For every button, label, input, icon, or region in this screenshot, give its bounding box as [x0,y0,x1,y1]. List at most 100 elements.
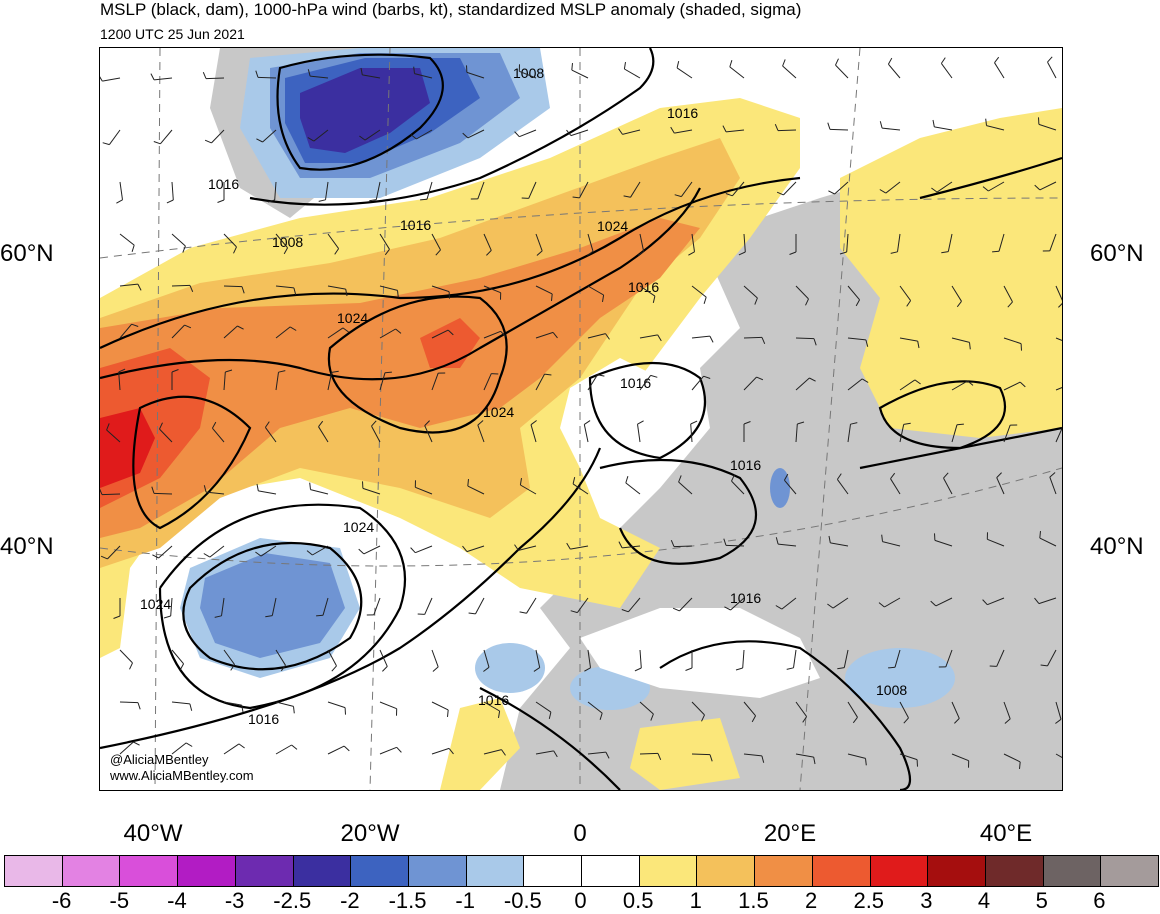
wind-barb-flag [704,297,706,304]
wind-barb [415,546,432,553]
colorbar-label: 2 [805,888,817,914]
lat-label-left: 40°N [0,533,54,561]
colorbar-label: -1 [455,888,475,914]
wind-barb [726,545,744,546]
colorbar-cell [1044,856,1102,886]
wind-barb-flag [957,424,964,425]
wind-barb [160,130,172,144]
wind-barb [691,424,692,442]
colorbar-label: -5 [110,888,130,914]
wind-barb-flag [469,613,476,614]
wind-barb-flag [190,704,192,711]
wind-barb [328,746,344,754]
wind-barb [120,234,134,245]
colorbar-cell [928,856,986,886]
wind-barb [102,494,120,495]
colorbar-cell [467,856,525,886]
colorbar-label: 0 [574,888,586,914]
wind-barb-flag [382,666,387,671]
wind-barb-flag [888,667,895,668]
isobar-label: 1008 [513,65,544,81]
wind-barb-flag [204,554,210,558]
lat-label-right: 40°N [1090,533,1144,561]
colorbar-label: 4 [978,888,990,914]
wind-barb [224,744,239,754]
wind-barb [640,753,658,754]
isobar-label: 1024 [597,218,628,234]
wind-barb [276,745,292,754]
colorbar-label: -2 [340,888,360,914]
isobar-label: 1016 [400,217,431,233]
colorbar-cell [697,856,755,886]
wind-barb-flag [1048,57,1053,62]
isobar-label: 1016 [478,692,509,708]
wind-barb [778,130,796,131]
wind-barb [796,338,814,339]
colorbar-cell [120,856,178,886]
wind-barb-flag [836,59,839,65]
wind-barb [432,650,438,667]
wind-barb-flag [167,200,173,203]
colorbar-cell [63,856,121,886]
wind-barb [836,65,849,78]
wind-barb [154,78,172,80]
colorbar-label: -2.5 [273,888,311,914]
lon-label: 20°W [341,820,400,848]
wind-barb [276,702,294,706]
colorbar-label: -6 [52,888,72,914]
wind-barb [154,493,172,494]
wind-barb-flag [468,479,469,486]
wind-barb [432,702,448,710]
wind-barb [224,286,242,287]
isobar-label: 1016 [248,711,279,727]
wind-barb-flag [292,745,297,749]
wind-barb-flag [520,612,527,613]
wind-barb-flag [239,744,245,748]
wind-barb-flag [397,747,402,752]
colorbar-label: 3 [920,888,932,914]
valid-time: 1200 UTC 25 Jun 2021 [100,26,245,42]
lat-label-right: 60°N [1090,240,1144,268]
colorbar-label: 2.5 [853,888,884,914]
wind-barb-flag [624,62,625,69]
wind-barb-flag [180,664,183,670]
wind-barb-flag [626,476,628,483]
wind-barb-flag [164,616,171,618]
wind-barb-flag [332,666,337,671]
lon-label: 20°E [764,820,816,848]
colorbar-cell [409,856,467,886]
wind-barb-flag [572,63,573,70]
colorbar-label: 0.5 [623,888,654,914]
wind-barb [888,64,900,78]
wind-barb [427,182,432,199]
wind-barb-flag [310,483,311,490]
colorbar-label: -4 [167,888,187,914]
colorbar-cell [524,856,582,886]
wind-barb [744,337,762,338]
wind-barb-flag [888,58,891,64]
wind-barb-flag [941,58,945,64]
wind-barb-flag [677,61,679,68]
wind-barb [882,128,900,130]
credit-website: www.AliciaMBentley.com [110,768,254,783]
wind-barb-flag [995,57,999,63]
isobar-label: 1016 [730,590,761,606]
colorbar-cell [755,856,813,886]
colorbar [4,855,1159,887]
colorbar-cell [294,856,352,886]
wind-barb-flag [319,200,326,202]
wind-barb [120,702,138,703]
anomaly-0.5-scandinavia [840,108,1062,438]
wind-barb [432,748,449,754]
colorbar-label: 1.5 [738,888,769,914]
wind-barb-flag [100,75,102,81]
wind-barb-flag [730,60,732,67]
lon-label: 40°W [124,820,183,848]
wind-barb-flag [369,200,376,201]
wind-barb [120,650,133,663]
isobar-label: 1024 [337,310,368,326]
wind-barb [425,598,432,614]
isobar-label: 1024 [343,519,374,535]
wind-barb [258,491,276,494]
wind-barb-flag [1040,531,1041,538]
